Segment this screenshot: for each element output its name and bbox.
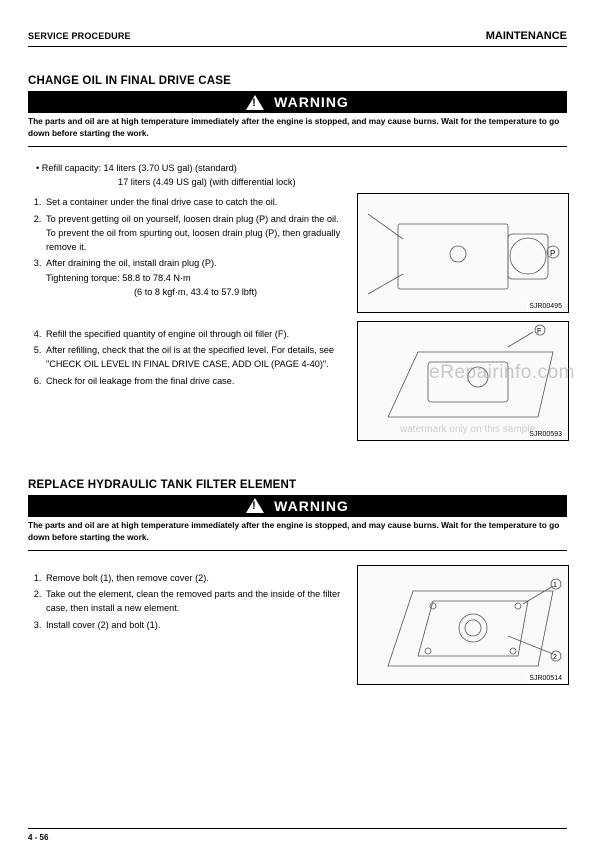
s1-step4: Refill the specified quantity of engine … [44,327,347,341]
figure-2: F SJR00593 [357,321,569,441]
refill-capacity-2: 17 liters (4.49 US gal) (with differenti… [118,175,347,189]
page-number: 4 - 56 [28,833,48,842]
s1-step1: Set a container under the final drive ca… [44,195,347,209]
warning-bar-2: WARNING [28,495,567,517]
s1-step2a: To prevent getting oil on yourself, loos… [46,214,339,224]
page-footer: 4 - 56 [28,828,567,842]
warning-triangle-icon-2 [246,498,264,513]
warning-note-2: The parts and oil are at high temperatur… [28,519,567,544]
warning-label-1: WARNING [274,94,349,110]
warning-triangle-icon [246,95,264,110]
s1-step2: To prevent getting oil on yourself, loos… [44,212,347,255]
divider-2 [28,550,567,551]
s1-step5: After refilling, check that the oil is a… [44,343,347,372]
s1-step2b: To prevent the oil from spurting out, lo… [46,228,340,252]
refill-capacity-1: • Refill capacity: 14 liters (3.70 US ga… [36,161,347,175]
s2-step2: Take out the element, clean the removed … [44,587,347,616]
s1-step6: Check for oil leakage from the final dri… [44,374,347,388]
svg-text:2: 2 [553,654,557,661]
figure-3-ref: SJR00514 [527,675,564,682]
divider-1 [28,146,567,147]
warning-label-2: WARNING [274,498,349,514]
warning-note-1: The parts and oil are at high temperatur… [28,115,567,140]
s2-step1: Remove bolt (1), then remove cover (2). [44,571,347,585]
svg-text:F: F [537,328,541,335]
header-left: SERVICE PROCEDURE [28,31,131,41]
page-header: SERVICE PROCEDURE MAINTENANCE [28,30,567,47]
s1-step3a: After draining the oil, install drain pl… [46,258,217,268]
s1-step3c: (6 to 8 kgf·m, 43.4 to 57.9 lbft) [134,287,257,297]
s1-step3b: Tightening torque: 58.8 to 78.4 N·m [46,273,191,283]
s1-step3: After draining the oil, install drain pl… [44,256,347,299]
s2-step3: Install cover (2) and bolt (1). [44,618,347,632]
figure-2-ref: SJR00593 [527,431,564,438]
section1-title: CHANGE OIL IN FINAL DRIVE CASE [28,75,567,87]
figure-1-ref: SJR00495 [527,303,564,310]
figure-3: 1 2 SJR00514 [357,565,569,685]
section2-title: REPLACE HYDRAULIC TANK FILTER ELEMENT [28,479,567,491]
svg-text:1: 1 [553,582,557,589]
header-right: MAINTENANCE [486,30,567,42]
svg-text:P: P [550,249,555,258]
warning-bar-1: WARNING [28,91,567,113]
figure-1: P SJR00495 [357,193,569,313]
